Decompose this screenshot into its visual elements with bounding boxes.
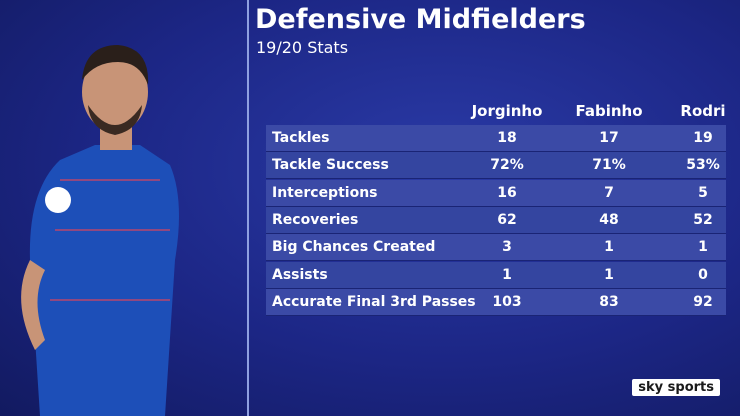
row-label: Assists — [272, 266, 328, 283]
table-row: Accurate Final 3rd Passes 103 83 92 — [266, 288, 726, 316]
stat-cell: 3 — [502, 239, 512, 256]
title: Defensive Midfielders — [255, 4, 586, 35]
stat-cell: 19 — [693, 130, 713, 146]
stat-cell: 83 — [599, 293, 619, 310]
stat-cell: 52 — [693, 211, 713, 228]
stat-cell: 16 — [497, 184, 517, 201]
stat-cell: 48 — [599, 211, 619, 228]
stat-cell: 0 — [698, 266, 708, 283]
stat-cell: 1 — [604, 266, 614, 283]
row-label: Accurate Final 3rd Passes — [272, 293, 476, 310]
stat-cell: 53% — [686, 157, 720, 174]
subtitle: 19/20 Stats — [256, 38, 349, 57]
player-photo — [21, 0, 249, 416]
table-row: Interceptions 16 7 5 — [266, 179, 726, 207]
column-header: Jorginho — [471, 102, 543, 120]
stat-cell: 17 — [599, 130, 619, 146]
table-row: Assists 1 1 0 — [266, 261, 726, 289]
row-label: Tackles — [272, 130, 330, 146]
stat-cell: 1 — [502, 266, 512, 283]
stat-cell: 103 — [492, 293, 522, 310]
column-header: Fabinho — [575, 102, 643, 120]
table-row: Big Chances Created 3 1 1 — [266, 234, 726, 262]
row-label: Interceptions — [272, 184, 378, 201]
stat-cell: 7 — [604, 184, 614, 201]
stat-cell: 72% — [490, 157, 524, 174]
table-row: Tackles 18 17 19 — [266, 125, 726, 152]
stat-cell: 1 — [604, 239, 614, 256]
row-label: Big Chances Created — [272, 239, 436, 256]
stat-cell: 62 — [497, 211, 517, 228]
row-label: Recoveries — [272, 211, 359, 228]
stat-cell: 92 — [693, 293, 713, 310]
broadcaster-logo: sky sports — [632, 379, 720, 396]
column-header: Rodri — [680, 102, 726, 120]
row-label: Tackle Success — [272, 157, 389, 174]
table-row: Tackle Success 72% 71% 53% — [266, 152, 726, 180]
table-row: Recoveries 62 48 52 — [266, 206, 726, 234]
stat-cell: 18 — [497, 130, 517, 146]
stat-cell: 71% — [592, 157, 626, 174]
stat-cell: 5 — [698, 184, 708, 201]
stat-cell: 1 — [698, 239, 708, 256]
